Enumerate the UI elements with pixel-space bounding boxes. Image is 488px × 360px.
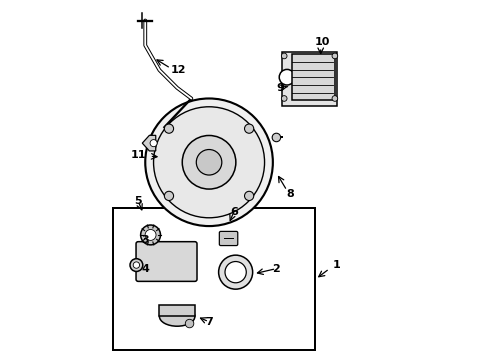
Text: 3: 3 — [141, 235, 149, 245]
Text: 11: 11 — [130, 150, 145, 160]
Circle shape — [145, 99, 272, 226]
Circle shape — [279, 69, 294, 85]
Circle shape — [272, 133, 280, 142]
Text: 12: 12 — [171, 65, 186, 75]
FancyBboxPatch shape — [219, 231, 237, 246]
FancyBboxPatch shape — [136, 242, 197, 282]
Circle shape — [281, 53, 286, 59]
Circle shape — [150, 140, 157, 147]
Circle shape — [281, 96, 286, 101]
Text: 9: 9 — [275, 83, 284, 93]
Circle shape — [244, 191, 253, 201]
Circle shape — [164, 124, 173, 133]
Text: 4: 4 — [141, 264, 149, 274]
Circle shape — [224, 261, 246, 283]
Bar — [159, 305, 195, 316]
Circle shape — [141, 225, 160, 245]
Text: 8: 8 — [286, 189, 294, 199]
Circle shape — [145, 229, 156, 240]
Bar — [292, 54, 334, 100]
Bar — [113, 208, 315, 350]
Circle shape — [331, 53, 337, 59]
Text: 7: 7 — [205, 317, 212, 327]
Text: 10: 10 — [314, 37, 329, 47]
Ellipse shape — [159, 307, 195, 326]
Circle shape — [218, 255, 252, 289]
Circle shape — [185, 319, 193, 328]
Bar — [281, 53, 336, 105]
Circle shape — [153, 107, 264, 218]
Text: 6: 6 — [229, 207, 237, 217]
Circle shape — [133, 262, 139, 268]
Circle shape — [164, 191, 173, 201]
Text: 1: 1 — [332, 260, 340, 270]
Text: 5: 5 — [134, 196, 142, 206]
Text: 2: 2 — [272, 264, 280, 274]
Polygon shape — [142, 135, 156, 151]
Circle shape — [182, 135, 235, 189]
Circle shape — [196, 149, 222, 175]
Circle shape — [130, 259, 142, 271]
Circle shape — [331, 96, 337, 101]
Circle shape — [244, 124, 253, 133]
